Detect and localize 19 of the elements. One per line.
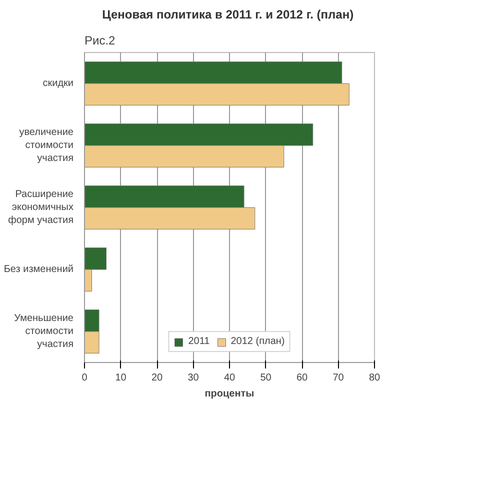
- text: Рис.2: [84, 34, 116, 48]
- y-tick-label: увеличение стоимости участия: [19, 126, 74, 164]
- x-tick-label: 30: [188, 372, 200, 384]
- y-tick-label: Без изменений: [4, 264, 74, 275]
- legend-label: 2012 (план): [230, 336, 285, 347]
- x-tick-label: 20: [151, 372, 163, 384]
- x-tick-label: 0: [82, 372, 88, 384]
- x-tick-label: 70: [332, 372, 344, 384]
- x-tick-label: 80: [368, 372, 380, 384]
- y-tick-label: скидки: [42, 78, 74, 89]
- x-tick-label: 40: [224, 372, 236, 384]
- legend-label: 2011: [188, 336, 210, 347]
- x-axis-title: проценты: [204, 388, 254, 400]
- x-tick-label: 60: [296, 372, 308, 384]
- chart-title: Ценовая политика в 2011 г. и 2012 г. (план): [102, 8, 354, 22]
- x-tick-label: 10: [115, 372, 127, 384]
- y-tick-label: Уменьшение стоимости участия: [14, 312, 74, 350]
- x-tick-label: 50: [260, 372, 272, 384]
- y-tick-label: Расширение экономичных форм участия: [8, 188, 74, 226]
